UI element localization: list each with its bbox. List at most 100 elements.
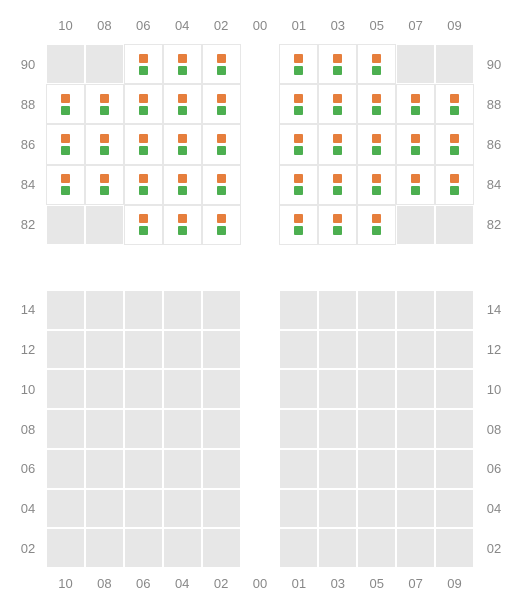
rack-cell-filled[interactable] — [279, 124, 318, 164]
rack-cell-filled[interactable] — [124, 165, 163, 205]
rack-cell-filled[interactable] — [357, 84, 396, 124]
rack-cell-empty[interactable] — [85, 330, 124, 370]
rack-cell-empty[interactable] — [163, 369, 202, 409]
rack-cell-filled[interactable] — [318, 124, 357, 164]
rack-cell-filled[interactable] — [85, 84, 124, 124]
rack-cell-empty[interactable] — [163, 528, 202, 568]
rack-cell-empty[interactable] — [318, 409, 357, 449]
rack-cell-filled[interactable] — [202, 165, 241, 205]
rack-cell-empty[interactable] — [279, 290, 318, 330]
rack-cell-empty[interactable] — [357, 449, 396, 489]
rack-cell-filled[interactable] — [435, 84, 474, 124]
rack-cell-empty[interactable] — [85, 409, 124, 449]
rack-cell-filled[interactable] — [396, 84, 435, 124]
rack-cell-empty[interactable] — [85, 44, 124, 84]
rack-cell-empty[interactable] — [396, 449, 435, 489]
rack-cell-empty[interactable] — [85, 528, 124, 568]
rack-cell-empty[interactable] — [202, 489, 241, 529]
rack-cell-filled[interactable] — [202, 44, 241, 84]
rack-cell-empty[interactable] — [124, 409, 163, 449]
rack-cell-empty[interactable] — [396, 409, 435, 449]
rack-cell-empty[interactable] — [163, 449, 202, 489]
rack-cell-empty[interactable] — [124, 369, 163, 409]
rack-cell-empty[interactable] — [85, 369, 124, 409]
rack-cell-filled[interactable] — [46, 84, 85, 124]
rack-cell-empty[interactable] — [46, 44, 85, 84]
rack-cell-filled[interactable] — [396, 124, 435, 164]
rack-cell-filled[interactable] — [318, 165, 357, 205]
rack-cell-filled[interactable] — [124, 124, 163, 164]
rack-cell-empty[interactable] — [318, 290, 357, 330]
rack-cell-empty[interactable] — [357, 489, 396, 529]
rack-cell-empty[interactable] — [202, 290, 241, 330]
rack-cell-filled[interactable] — [202, 84, 241, 124]
rack-cell-empty[interactable] — [318, 528, 357, 568]
rack-cell-empty[interactable] — [279, 409, 318, 449]
rack-cell-empty[interactable] — [435, 409, 474, 449]
rack-cell-empty[interactable] — [357, 409, 396, 449]
rack-cell-empty[interactable] — [124, 528, 163, 568]
rack-cell-empty[interactable] — [163, 330, 202, 370]
rack-cell-filled[interactable] — [318, 44, 357, 84]
rack-cell-filled[interactable] — [163, 44, 202, 84]
rack-cell-empty[interactable] — [202, 369, 241, 409]
rack-cell-filled[interactable] — [357, 165, 396, 205]
rack-cell-filled[interactable] — [46, 124, 85, 164]
rack-cell-empty[interactable] — [124, 489, 163, 529]
rack-cell-filled[interactable] — [318, 205, 357, 245]
rack-cell-filled[interactable] — [124, 205, 163, 245]
rack-cell-empty[interactable] — [85, 489, 124, 529]
rack-cell-empty[interactable] — [396, 528, 435, 568]
rack-cell-filled[interactable] — [279, 44, 318, 84]
rack-cell-empty[interactable] — [396, 489, 435, 529]
rack-cell-empty[interactable] — [357, 369, 396, 409]
rack-cell-empty[interactable] — [435, 528, 474, 568]
rack-cell-filled[interactable] — [163, 205, 202, 245]
rack-cell-empty[interactable] — [85, 205, 124, 245]
rack-cell-empty[interactable] — [396, 205, 435, 245]
rack-cell-filled[interactable] — [357, 205, 396, 245]
rack-cell-empty[interactable] — [202, 528, 241, 568]
rack-cell-empty[interactable] — [124, 330, 163, 370]
rack-cell-filled[interactable] — [279, 84, 318, 124]
rack-cell-empty[interactable] — [202, 449, 241, 489]
rack-cell-filled[interactable] — [163, 84, 202, 124]
rack-cell-empty[interactable] — [435, 489, 474, 529]
rack-cell-empty[interactable] — [46, 369, 85, 409]
rack-cell-filled[interactable] — [357, 124, 396, 164]
rack-cell-empty[interactable] — [46, 489, 85, 529]
rack-cell-empty[interactable] — [396, 44, 435, 84]
rack-cell-filled[interactable] — [163, 165, 202, 205]
rack-cell-filled[interactable] — [85, 165, 124, 205]
rack-cell-filled[interactable] — [202, 205, 241, 245]
rack-cell-empty[interactable] — [46, 290, 85, 330]
rack-cell-empty[interactable] — [357, 528, 396, 568]
rack-cell-empty[interactable] — [318, 369, 357, 409]
rack-cell-empty[interactable] — [46, 330, 85, 370]
rack-cell-filled[interactable] — [124, 44, 163, 84]
rack-cell-empty[interactable] — [318, 449, 357, 489]
rack-cell-empty[interactable] — [435, 369, 474, 409]
rack-cell-empty[interactable] — [46, 449, 85, 489]
rack-cell-empty[interactable] — [435, 330, 474, 370]
rack-cell-empty[interactable] — [279, 449, 318, 489]
rack-cell-empty[interactable] — [435, 44, 474, 84]
rack-cell-empty[interactable] — [163, 409, 202, 449]
rack-cell-empty[interactable] — [202, 330, 241, 370]
rack-cell-filled[interactable] — [396, 165, 435, 205]
rack-cell-empty[interactable] — [85, 449, 124, 489]
rack-cell-filled[interactable] — [318, 84, 357, 124]
rack-cell-empty[interactable] — [279, 489, 318, 529]
rack-cell-filled[interactable] — [163, 124, 202, 164]
rack-cell-filled[interactable] — [435, 165, 474, 205]
rack-cell-empty[interactable] — [396, 290, 435, 330]
rack-cell-empty[interactable] — [46, 528, 85, 568]
rack-cell-empty[interactable] — [124, 290, 163, 330]
rack-cell-empty[interactable] — [357, 290, 396, 330]
rack-cell-empty[interactable] — [279, 369, 318, 409]
rack-cell-empty[interactable] — [46, 409, 85, 449]
rack-cell-filled[interactable] — [46, 165, 85, 205]
rack-cell-empty[interactable] — [396, 369, 435, 409]
rack-cell-empty[interactable] — [318, 489, 357, 529]
rack-cell-empty[interactable] — [163, 489, 202, 529]
